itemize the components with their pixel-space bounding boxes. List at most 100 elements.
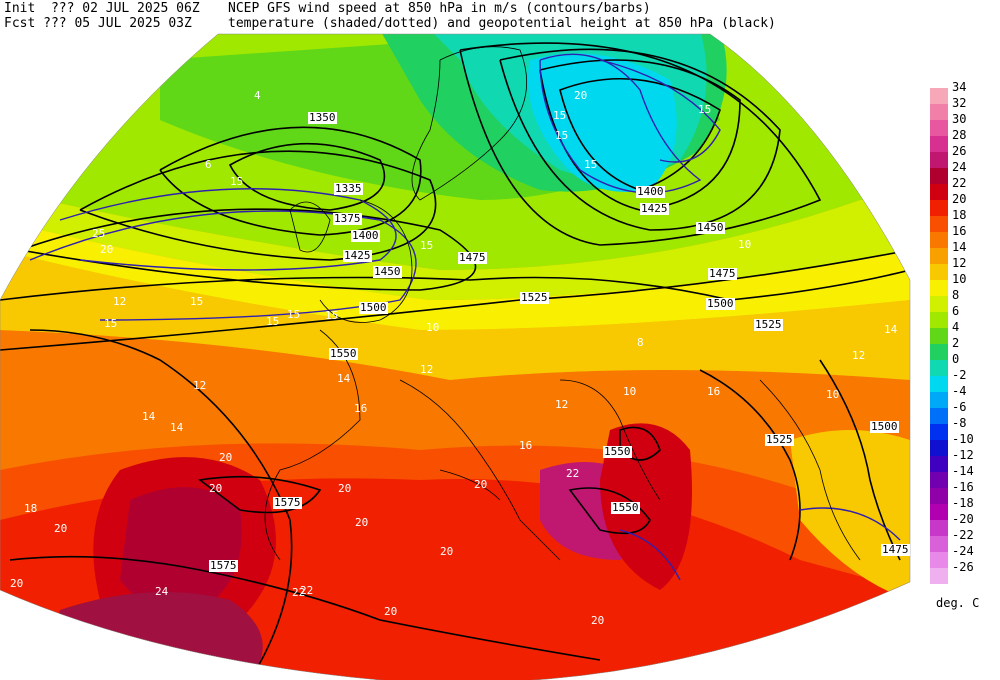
height-label: 1375 [333,212,362,225]
legend-swatch [930,568,948,584]
height-label: 1450 [373,265,402,278]
legend-swatch [930,536,948,552]
temp-label: 14 [142,410,156,423]
temp-label: 12 [852,349,866,362]
height-label: 1550 [611,501,640,514]
height-label: 1525 [754,318,783,331]
legend-label: 28 [952,128,967,142]
temp-band-22-east [600,423,692,590]
legend-entry: -14 [930,464,1000,488]
temp-label: 10 [826,388,840,401]
temp-label: 10 [738,238,752,251]
height-label: 1425 [343,249,372,262]
legend-entry: -20 [930,512,1000,536]
legend-swatch [930,248,948,264]
temp-band-east-12 [790,430,910,600]
temp-label: 4 [254,89,261,102]
legend-swatch [930,328,948,344]
height-label: 1335 [334,182,363,195]
legend-swatch [930,408,948,424]
legend-swatch [930,152,948,168]
wind-label: 15 [287,308,301,321]
height-label: 1425 [640,202,669,215]
wind-label: 15 [325,309,339,322]
temp-label: 14 [337,372,351,385]
temp-label: 20 [54,522,68,535]
wind-label: 20 [574,89,588,102]
legend-label: 4 [952,320,960,334]
legend-label: -2 [952,368,967,382]
legend-entry: -12 [930,448,1000,472]
legend-entry: 0 [930,352,1000,376]
legend-swatch [930,344,948,360]
temp-label: 6 [205,158,212,171]
legend-entry: 8 [930,288,1000,312]
legend-swatch [930,120,948,136]
legend-swatch [930,184,948,200]
legend-swatch [930,520,948,536]
legend-entry: 16 [930,224,1000,248]
legend-label: -12 [952,448,974,462]
temp-label: 10 [623,385,637,398]
legend-entry: 34 [930,80,1000,104]
wind-label: 15 [104,317,118,330]
legend-label: 14 [952,240,967,254]
temp-label: 12 [113,295,127,308]
coastlines [264,46,861,561]
legend-swatch [930,488,948,504]
legend-entry: -16 [930,480,1000,504]
wind-label: 15 [420,239,434,252]
legend-entry: 18 [930,208,1000,232]
legend-label: 0 [952,352,960,366]
legend-label: -14 [952,464,974,478]
wind-label: 15 [555,129,569,142]
temp-label: 24 [155,585,169,598]
title-line2: temperature (shaded/dotted) and geopoten… [228,16,776,31]
legend-entry: -8 [930,416,1000,440]
temp-label: 16 [707,385,721,398]
temp-label: 14 [170,421,184,434]
legend-swatch [930,440,948,456]
legend-swatch [930,136,948,152]
legend-entry: -4 [930,384,1000,408]
height-label: 1500 [359,301,388,314]
temp-label: 10 [426,321,440,334]
legend-swatch [930,392,948,408]
legend-label: -6 [952,400,967,414]
legend-swatch [930,552,948,568]
wind-label: 15 [584,158,598,171]
legend-label: -4 [952,384,967,398]
height-label: 1400 [636,185,665,198]
height-label: 1400 [351,229,380,242]
legend-entry: 4 [930,320,1000,344]
height-label: 1475 [881,543,910,556]
legend-label: 18 [952,208,967,222]
legend-swatch [930,456,948,472]
legend-entry: 2 [930,336,1000,360]
wind-label: 15 [553,109,567,122]
height-label: 1525 [765,433,794,446]
height-label: 1550 [329,347,358,360]
temp-label: 12 [420,363,434,376]
temp-label: 14 [884,323,898,336]
legend-entry: 20 [930,192,1000,216]
legend-swatch [930,504,948,520]
temp-label: 12 [555,398,569,411]
legend-entry: -24 [930,544,1000,568]
legend-label: 12 [952,256,967,270]
legend-entry: 24 [930,160,1000,184]
height-label: 1450 [696,221,725,234]
legend-label: 24 [952,160,967,174]
title-line1: NCEP GFS wind speed at 850 hPa in m/s (c… [228,1,651,16]
legend-swatch [930,360,948,376]
legend-label: 26 [952,144,967,158]
legend-entry: 12 [930,256,1000,280]
temp-label: 20 [440,545,454,558]
legend-label: 22 [952,176,967,190]
wind-contours [29,53,901,581]
temp-label: 18 [24,502,38,515]
height-label: 1575 [273,496,302,509]
wind-label: 15 [698,103,712,116]
temp-label: 20 [355,516,369,529]
legend-entry: -26 [930,560,1000,584]
